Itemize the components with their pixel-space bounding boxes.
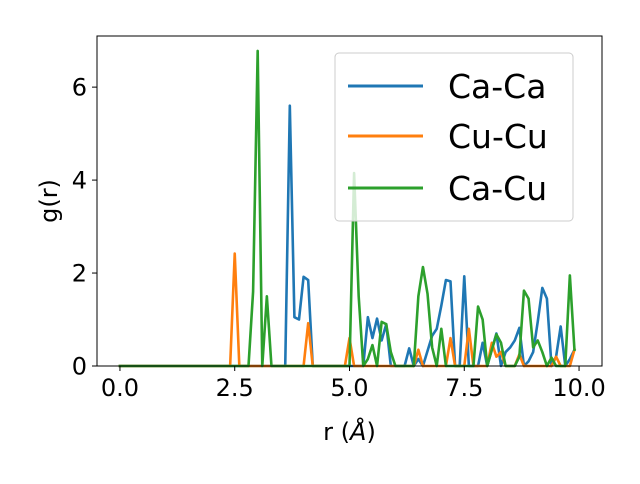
legend-label-ca-cu: Ca-Cu xyxy=(448,169,547,208)
y-tick-label: 2 xyxy=(72,260,87,288)
x-axis-label-suffix: ) xyxy=(366,418,375,446)
x-axis-ticks: 0.0 2.5 5.0 7.5 10.0 xyxy=(101,366,606,402)
x-tick-label: 5.0 xyxy=(330,374,368,402)
x-tick-label: 7.5 xyxy=(445,374,483,402)
legend: Ca-Ca Cu-Cu Ca-Cu xyxy=(334,52,574,222)
x-tick-label: 0.0 xyxy=(101,374,139,402)
x-axis-label-unit: Å xyxy=(348,417,366,446)
y-axis-ticks: 0 2 4 6 xyxy=(72,74,97,381)
y-tick-label: 0 xyxy=(72,353,87,381)
y-axis-label: g(r) xyxy=(35,179,63,223)
legend-label-ca-ca: Ca-Ca xyxy=(448,67,546,106)
legend-label-cu-cu: Cu-Cu xyxy=(448,117,548,156)
y-tick-label: 4 xyxy=(72,167,87,195)
x-axis-label-prefix: r ( xyxy=(323,418,350,446)
y-tick-label: 6 xyxy=(72,74,87,102)
x-axis-label: r (Å) xyxy=(323,417,376,446)
x-tick-label: 2.5 xyxy=(216,374,254,402)
x-tick-label: 10.0 xyxy=(552,374,605,402)
legend-box xyxy=(334,52,574,222)
legend-entries: Ca-Ca Cu-Cu Ca-Cu xyxy=(348,67,548,208)
